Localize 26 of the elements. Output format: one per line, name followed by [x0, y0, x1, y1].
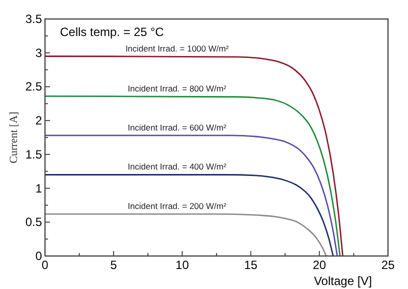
y-tick-label: 0 [35, 249, 42, 263]
series-label: Incident Irrad. = 1000 W/m² [125, 44, 229, 54]
x-tick-label: 25 [381, 258, 395, 272]
x-tick-label: 20 [312, 258, 326, 272]
y-axis-title: Current [A] [8, 112, 20, 164]
y-tick-label: 3 [35, 46, 42, 60]
y-tick-label: 3.5 [25, 12, 42, 26]
line-series [44, 95, 341, 257]
x-tick-label: 10 [176, 258, 190, 272]
x-tick-label: 15 [244, 258, 258, 272]
y-tick-label: 2.5 [25, 80, 42, 94]
y-tick-label: 0.5 [25, 215, 42, 230]
x-axis-title: Voltage [V] [314, 274, 372, 288]
series-label: Incident Irrad. = 200 W/m² [128, 201, 226, 212]
annotation: Cells temp. = 25 °C [60, 25, 164, 39]
y-tick-label: 1.5 [25, 147, 42, 162]
line-series [44, 174, 334, 257]
series-label: Incident Irrad. = 400 W/m² [128, 162, 226, 172]
line-series [44, 56, 344, 257]
y-tick-label: 2 [35, 114, 42, 128]
series-label: Incident Irrad. = 800 W/m² [128, 84, 226, 94]
line-series [44, 134, 338, 257]
x-tick-label: 5 [110, 258, 118, 272]
y-tick-label: 1 [35, 181, 42, 196]
line-series [44, 213, 327, 257]
series-label: Incident Irrad. = 600 W/m² [128, 122, 226, 132]
